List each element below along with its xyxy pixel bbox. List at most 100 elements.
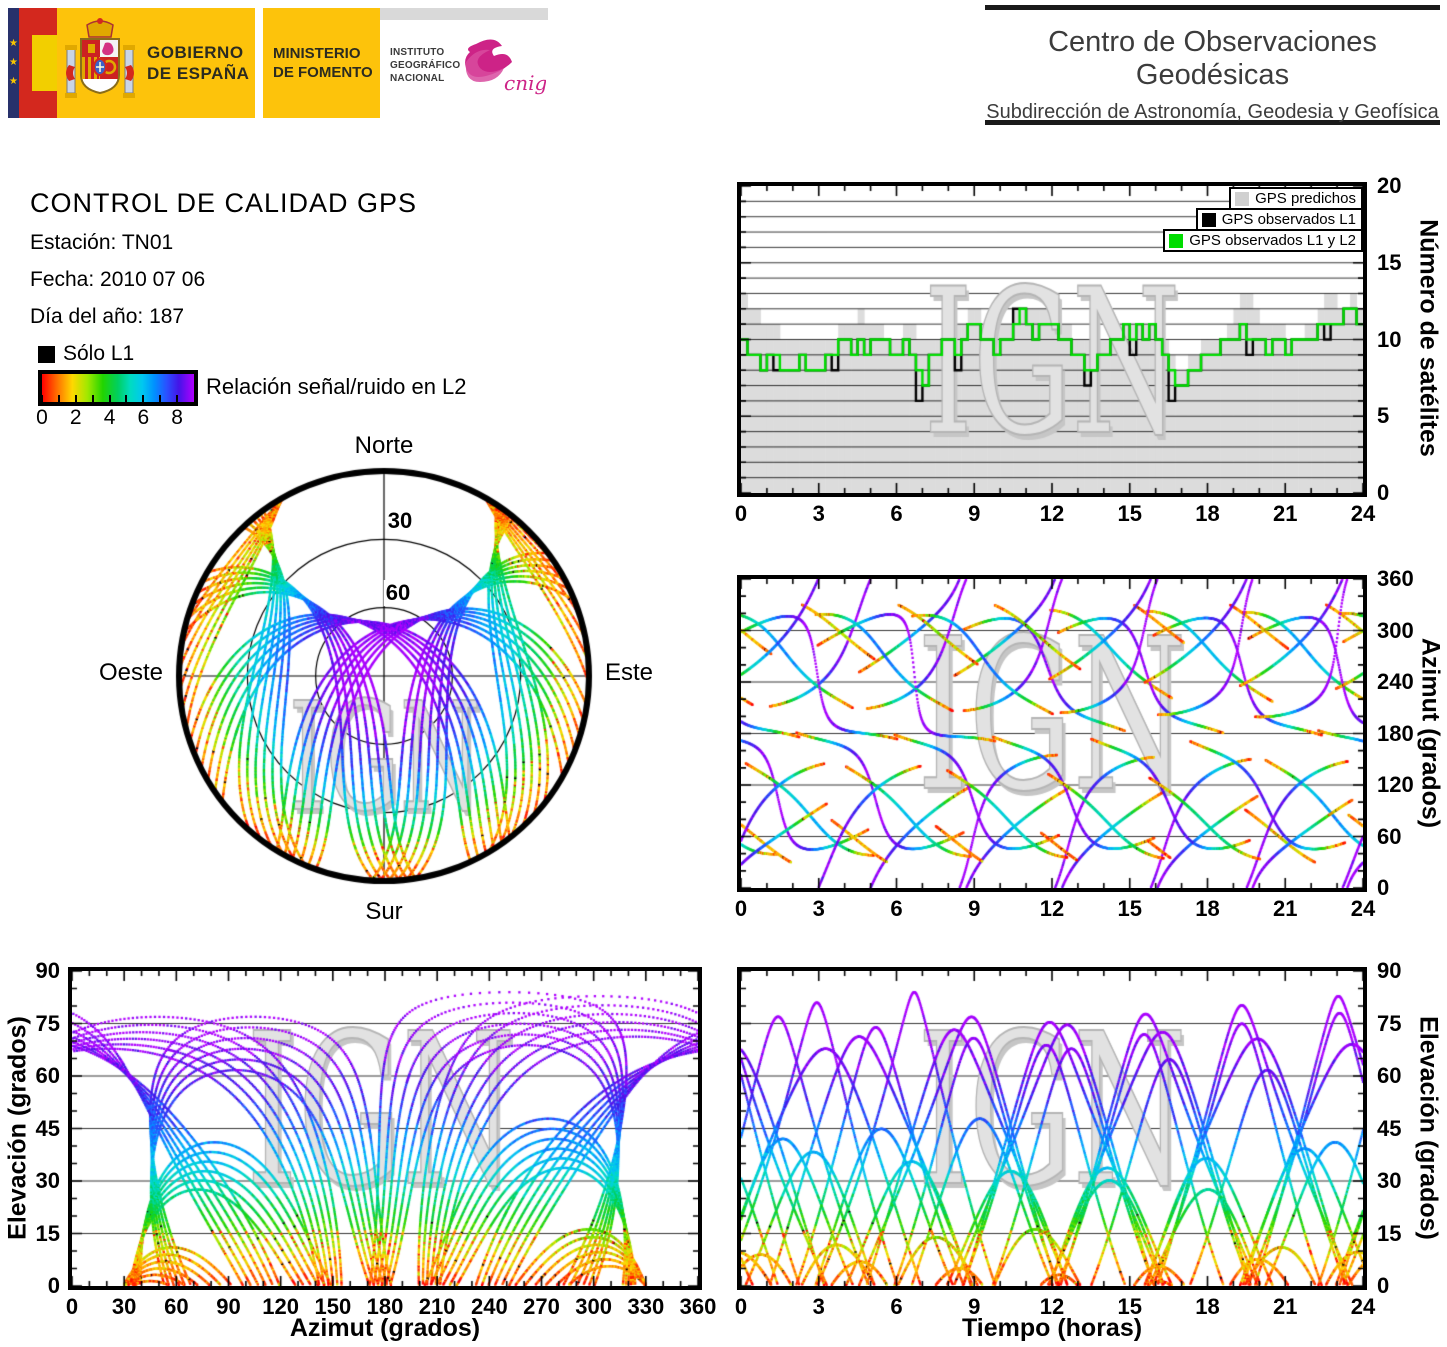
elevation-azimuth-canvas — [72, 971, 698, 1286]
tick-label: 360 — [1377, 566, 1414, 591]
tick-label: 0 — [1377, 875, 1390, 900]
tick-label: 330 — [627, 1294, 665, 1319]
tick-label: 15 — [1117, 896, 1142, 921]
colorbar-tick-label: 2 — [69, 406, 82, 429]
legend-entry: GPS observados L1 — [1195, 208, 1363, 231]
tick-label: 15 — [1377, 1220, 1402, 1246]
tick-label: 9 — [968, 501, 981, 526]
elevation-azimuth-chart — [68, 967, 702, 1290]
instituto-box: INSTITUTO GEOGRÁFICO NACIONAL cnig — [380, 8, 548, 118]
tick-label: 0 — [734, 501, 748, 526]
tick-label: 0 — [1377, 480, 1390, 505]
tick-label: 45 — [1377, 1115, 1402, 1141]
eu-flag-strip: ★ ★ ★ — [8, 8, 19, 118]
center-subtitle: Subdirección de Astronomía, Geodesia y G… — [986, 101, 1439, 123]
colorbar-tick — [41, 395, 43, 402]
legend-entry: GPS observados L1 y L2 — [1163, 229, 1363, 252]
tick-label: 12 — [1039, 896, 1065, 921]
tick-label: 75 — [1377, 1010, 1402, 1036]
azimuth-time-chart — [737, 575, 1367, 892]
tick-label: 6 — [890, 501, 903, 526]
azimuth-time-canvas — [741, 579, 1363, 888]
colorbar-tick — [159, 395, 162, 402]
tick-label: 24 — [1350, 501, 1376, 526]
date-line: Fecha: 2010 07 06 — [30, 268, 206, 291]
satcount-y-axis-title: Número de satélites — [1414, 219, 1443, 457]
tick-label: 10 — [1377, 326, 1402, 352]
elevation-time-chart — [737, 967, 1367, 1290]
colorbar-tick-label: 4 — [103, 406, 116, 429]
tick-label: 0 — [734, 1294, 748, 1319]
tick-label: 0 — [734, 896, 748, 921]
tick-label: 60 — [164, 1294, 189, 1319]
colorbar-tick — [176, 395, 179, 402]
snr-colorbar-title: Relación señal/ruido en L2 — [206, 374, 467, 399]
colorbar-tick — [74, 395, 77, 402]
center-title-block: Centro de Observaciones Geodésicas Subdi… — [985, 5, 1440, 125]
gobierno-box: GOBIERNO DE ESPAÑA — [57, 8, 255, 118]
tick-label: 180 — [1377, 720, 1414, 746]
spain-coat-of-arms — [65, 18, 135, 98]
svg-text:cnig: cnig — [504, 71, 546, 95]
azimuth-y-axis-title: Azimut (grados) — [1416, 637, 1445, 829]
legend-label: GPS observados L1 — [1221, 211, 1356, 228]
snr-colorbar — [38, 370, 198, 406]
colorbar-tick — [108, 395, 111, 402]
star-icon: ★ — [9, 38, 18, 49]
legend-swatch — [1169, 233, 1184, 248]
compass-north-label: Norte — [354, 432, 414, 459]
tick-label: 30 — [35, 1168, 60, 1193]
tick-label: 30 — [111, 1294, 137, 1319]
legend-label: GPS observados L1 y L2 — [1189, 232, 1356, 249]
tick-label: 0 — [65, 1294, 79, 1319]
tick-label: 3 — [812, 1294, 825, 1319]
legend-swatch — [1201, 212, 1216, 227]
ring-30-label: 30 — [385, 508, 415, 534]
gobierno-label: GOBIERNO DE ESPAÑA — [147, 43, 250, 83]
ministerio-label: MINISTERIO DE FOMENTO — [273, 45, 373, 81]
tick-label: 3 — [812, 896, 825, 921]
cnig-logo: cnig — [465, 39, 546, 95]
center-title: Centro de Observaciones Geodésicas — [1048, 26, 1377, 91]
tick-label: 9 — [968, 896, 981, 921]
spain-flag-stripe — [32, 8, 57, 118]
tick-label: 15 — [1377, 249, 1402, 275]
tick-label: 5 — [1377, 403, 1390, 429]
legend-entry: GPS predichos — [1229, 187, 1363, 210]
tick-label: 240 — [1377, 669, 1414, 694]
elaz-x-axis-title: Azimut (grados) — [289, 1314, 481, 1342]
colorbar-tick-label: 8 — [171, 406, 183, 429]
doy-line: Día del año: 187 — [30, 305, 185, 328]
tick-label: 180 — [366, 1294, 404, 1319]
tick-label: 15 — [1117, 501, 1142, 526]
compass-west-label: Oeste — [98, 659, 164, 686]
elaz-y-axis-title: Elevación (grados) — [3, 1016, 32, 1240]
tick-label: 9 — [968, 1294, 981, 1319]
tick-label: 300 — [1377, 617, 1414, 643]
star-icon: ★ — [9, 57, 18, 68]
tick-label: 90 — [35, 958, 60, 983]
tick-label: 21 — [1273, 896, 1298, 921]
instituto-label: INSTITUTO GEOGRÁFICO NACIONAL — [390, 47, 461, 84]
tick-label: 18 — [1195, 501, 1220, 526]
report-info: CONTROL DE CALIDAD GPS Estación: TN01 Fe… — [30, 188, 417, 342]
tick-label: 210 — [418, 1294, 456, 1319]
station-line: Estación: TN01 — [30, 231, 174, 254]
colorbar-tick — [57, 395, 60, 402]
colorbar-tick — [91, 395, 94, 402]
tick-label: 240 — [470, 1294, 508, 1319]
colorbar-tick-label: 0 — [36, 406, 48, 429]
tick-label: 12 — [1039, 501, 1065, 526]
skyplot: Norte Sur Este Oeste 30 60 — [95, 425, 655, 930]
l1-legend: Sólo L1 — [38, 342, 134, 366]
l1-label: Sólo L1 — [63, 342, 135, 365]
tick-label: 90 — [216, 1294, 241, 1319]
tick-label: 150 — [314, 1294, 352, 1319]
tick-label: 6 — [890, 896, 903, 921]
colorbar-tick — [142, 395, 145, 402]
tick-label: 12 — [1039, 1294, 1065, 1319]
elevation-time-canvas — [741, 971, 1363, 1286]
spain-flag-red-stripe — [19, 8, 32, 118]
tick-label: 18 — [1195, 896, 1220, 921]
